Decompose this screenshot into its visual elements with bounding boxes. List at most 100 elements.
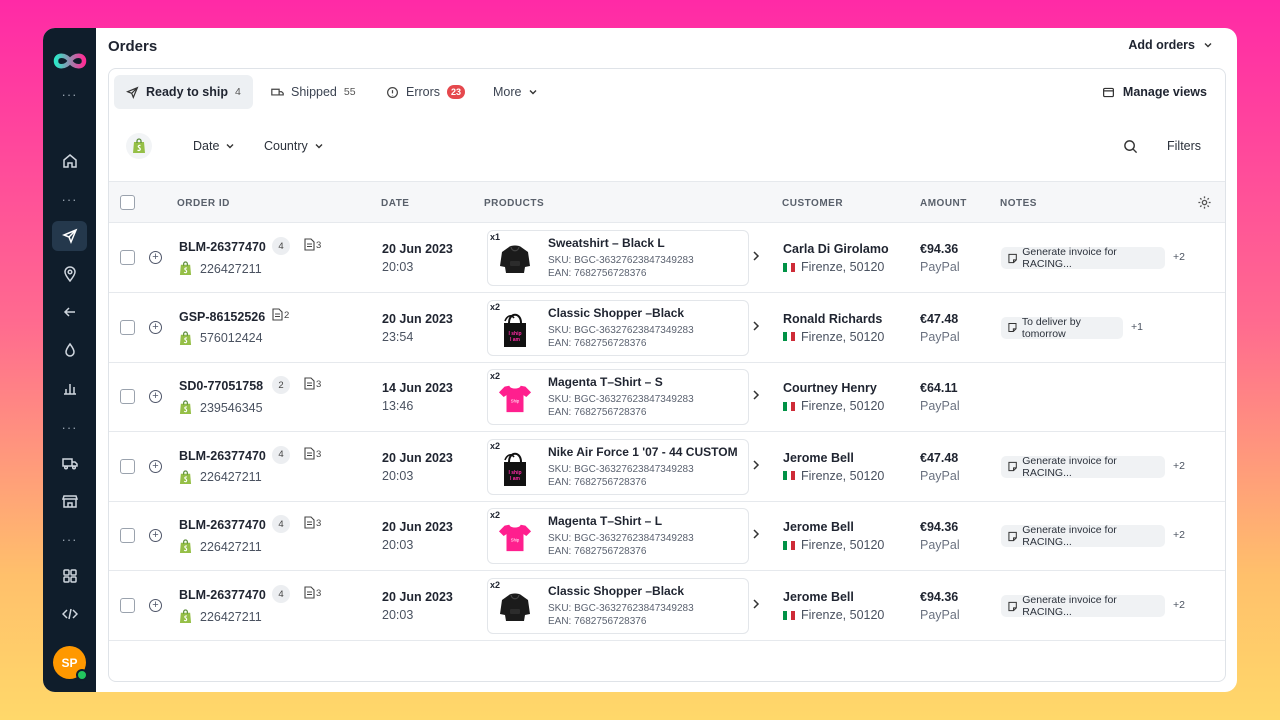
expand-plus-icon[interactable]: + bbox=[149, 390, 162, 404]
column-header-order-id[interactable]: ORDER ID bbox=[177, 198, 230, 209]
arrow-left-icon[interactable] bbox=[52, 297, 87, 327]
search-button[interactable] bbox=[1123, 133, 1138, 159]
table-row[interactable]: + BLM-26377470 4 3 226427211 20 Jun 2023… bbox=[109, 223, 1225, 293]
order-time: 20:03 bbox=[382, 538, 414, 553]
more-notes-count[interactable]: +2 bbox=[1173, 599, 1185, 611]
note-chip[interactable]: Generate invoice for RACING... bbox=[1001, 524, 1165, 548]
product-card[interactable]: x1 Sweatshirt – Black L SKU: BGC-3632762… bbox=[487, 230, 749, 286]
row-checkbox[interactable] bbox=[120, 528, 135, 544]
order-id[interactable]: BLM-26377470 bbox=[179, 588, 266, 602]
row-checkbox[interactable] bbox=[120, 250, 135, 265]
order-id[interactable]: BLM-26377470 bbox=[179, 448, 266, 463]
more-icon[interactable]: ··· bbox=[61, 87, 78, 102]
row-checkbox[interactable] bbox=[120, 458, 135, 474]
column-header-amount[interactable]: AMOUNT bbox=[920, 198, 967, 209]
row-checkbox[interactable] bbox=[120, 598, 135, 613]
order-amount: €64.11 bbox=[920, 381, 958, 396]
column-header-date[interactable]: DATE bbox=[381, 198, 410, 209]
documents-indicator[interactable]: 2 bbox=[272, 308, 289, 321]
row-checkbox[interactable] bbox=[120, 319, 135, 335]
table-row[interactable]: + BLM-26377470 4 3 226427211 20 Jun 2023… bbox=[109, 501, 1225, 572]
expand-plus-icon[interactable]: + bbox=[149, 251, 162, 264]
more-notes-count[interactable]: +2 bbox=[1173, 251, 1185, 263]
customer-name[interactable]: Courtney Henry bbox=[783, 381, 877, 396]
bar-chart-icon[interactable] bbox=[52, 373, 87, 403]
home-icon[interactable] bbox=[52, 146, 87, 176]
customer-name[interactable]: Jerome Bell bbox=[783, 450, 854, 465]
add-orders-button[interactable]: Add orders bbox=[1128, 38, 1213, 52]
product-ean: EAN: 7682756728376 bbox=[548, 546, 647, 558]
country-filter[interactable]: Country bbox=[264, 133, 324, 159]
table-row[interactable]: + BLM-26377470 4 3 226427211 20 Jun 2023… bbox=[109, 571, 1225, 641]
chevron-right-icon[interactable] bbox=[750, 319, 762, 333]
location-pin-icon[interactable] bbox=[52, 259, 87, 289]
chevron-right-icon[interactable] bbox=[750, 597, 762, 611]
product-card[interactable]: x2 Ship Magenta T–Shirt – S SKU: BGC-363… bbox=[487, 369, 749, 426]
documents-indicator[interactable]: 3 bbox=[304, 238, 321, 251]
date-filter[interactable]: Date bbox=[193, 133, 235, 159]
send-icon[interactable] bbox=[52, 221, 87, 251]
column-header-customer[interactable]: CUSTOMER bbox=[782, 198, 844, 209]
filters-button[interactable]: Filters bbox=[1167, 133, 1201, 159]
documents-indicator[interactable]: 3 bbox=[304, 586, 321, 599]
customer-name[interactable]: Jerome Bell bbox=[783, 520, 854, 535]
order-id[interactable]: BLM-26377470 bbox=[179, 240, 266, 254]
tab-more[interactable]: More bbox=[481, 75, 550, 109]
truck-icon[interactable] bbox=[52, 448, 87, 478]
expand-plus-icon[interactable]: + bbox=[149, 529, 162, 543]
product-card[interactable]: x2 I ship I am Classic Shopper –Black SKU… bbox=[487, 299, 749, 356]
code-icon[interactable] bbox=[52, 599, 87, 629]
note-chip[interactable]: Generate invoice for RACING... bbox=[1001, 594, 1165, 618]
product-card[interactable]: x2 I ship I am Nike Air Force 1 '07 - 44 … bbox=[487, 438, 749, 495]
expand-plus-icon[interactable]: + bbox=[149, 320, 162, 334]
avatar[interactable]: SP bbox=[53, 646, 88, 681]
order-id[interactable]: SD0-77051758 bbox=[179, 379, 264, 394]
product-card[interactable]: x2 Classic Shopper –Black SKU: BGC-36327… bbox=[487, 578, 749, 634]
send-icon bbox=[126, 85, 139, 99]
customer-name[interactable]: Ronald Richards bbox=[783, 311, 883, 326]
table-row[interactable]: + BLM-26377470 4 3 226427211 20 Jun 2023… bbox=[109, 432, 1225, 502]
svg-text:I am: I am bbox=[510, 337, 521, 343]
documents-indicator[interactable]: 3 bbox=[304, 516, 321, 529]
tab-ready-to-ship[interactable]: Ready to ship 4 bbox=[114, 75, 253, 109]
expand-plus-icon[interactable]: + bbox=[149, 459, 162, 473]
documents-indicator[interactable]: 3 bbox=[304, 377, 321, 390]
chevron-right-icon[interactable] bbox=[750, 249, 762, 263]
manage-views-button[interactable]: Manage views bbox=[1102, 75, 1207, 109]
expand-plus-icon[interactable]: + bbox=[149, 599, 162, 612]
chevron-right-icon[interactable] bbox=[750, 458, 762, 472]
tab-errors[interactable]: Errors 23 bbox=[374, 75, 477, 109]
product-name: Classic Shopper –Black bbox=[548, 584, 685, 598]
column-header-products[interactable]: PRODUCTS bbox=[484, 198, 545, 209]
chevron-right-icon[interactable] bbox=[750, 388, 762, 402]
more-notes-count[interactable]: +1 bbox=[1131, 320, 1143, 333]
shopify-store-filter[interactable] bbox=[126, 133, 152, 159]
table-row[interactable]: + GSP-86152526 2 576012424 20 Jun 2023 2… bbox=[109, 293, 1225, 363]
store-icon[interactable] bbox=[52, 486, 87, 516]
product-card[interactable]: x2 Ship Magenta T–Shirt – L SKU: BGC-363… bbox=[487, 508, 749, 565]
row-checkbox[interactable] bbox=[120, 389, 135, 405]
customer-name[interactable]: Carla Di Girolamo bbox=[783, 242, 889, 256]
note-chip[interactable]: To deliver by tomorrow bbox=[1001, 316, 1123, 340]
more-notes-count[interactable]: +2 bbox=[1173, 459, 1185, 472]
note-chip[interactable]: Generate invoice for RACING... bbox=[1001, 455, 1165, 479]
customer-name[interactable]: Jerome Bell bbox=[783, 590, 854, 604]
select-all-checkbox[interactable] bbox=[120, 195, 135, 210]
chevron-right-icon[interactable] bbox=[750, 527, 762, 541]
drop-icon[interactable] bbox=[52, 335, 87, 365]
tab-shipped[interactable]: Shipped 55 bbox=[259, 75, 368, 109]
grid-icon[interactable] bbox=[52, 561, 87, 591]
more-icon[interactable]: ··· bbox=[61, 532, 78, 547]
logo-icon[interactable] bbox=[51, 48, 89, 74]
column-header-notes[interactable]: NOTES bbox=[1000, 198, 1037, 209]
date-filter-label: Date bbox=[193, 139, 220, 153]
gear-icon[interactable] bbox=[1197, 195, 1212, 210]
order-id[interactable]: BLM-26377470 bbox=[179, 518, 266, 533]
table-row[interactable]: + SD0-77051758 2 3 239546345 14 Jun 2023… bbox=[109, 362, 1225, 433]
more-icon[interactable]: ··· bbox=[61, 420, 78, 435]
documents-indicator[interactable]: 3 bbox=[304, 447, 321, 460]
more-notes-count[interactable]: +2 bbox=[1173, 529, 1185, 542]
order-id[interactable]: GSP-86152526 bbox=[179, 309, 266, 324]
more-icon[interactable]: ··· bbox=[61, 192, 78, 207]
note-chip[interactable]: Generate invoice for RACING... bbox=[1001, 246, 1165, 270]
